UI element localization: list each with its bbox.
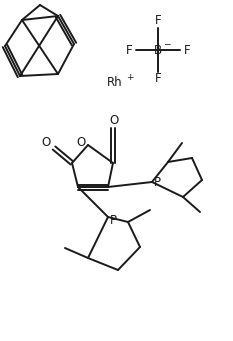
Text: F: F xyxy=(155,15,161,28)
Text: P: P xyxy=(154,177,161,190)
Text: +: + xyxy=(126,74,134,83)
Text: Rh: Rh xyxy=(107,76,123,89)
Text: O: O xyxy=(109,114,119,127)
Text: P: P xyxy=(110,213,116,226)
Text: F: F xyxy=(126,44,132,57)
Text: −: − xyxy=(163,40,171,48)
Text: B: B xyxy=(154,44,162,57)
Text: F: F xyxy=(155,73,161,86)
Text: O: O xyxy=(41,136,51,149)
Text: O: O xyxy=(76,136,86,149)
Text: F: F xyxy=(184,44,190,57)
